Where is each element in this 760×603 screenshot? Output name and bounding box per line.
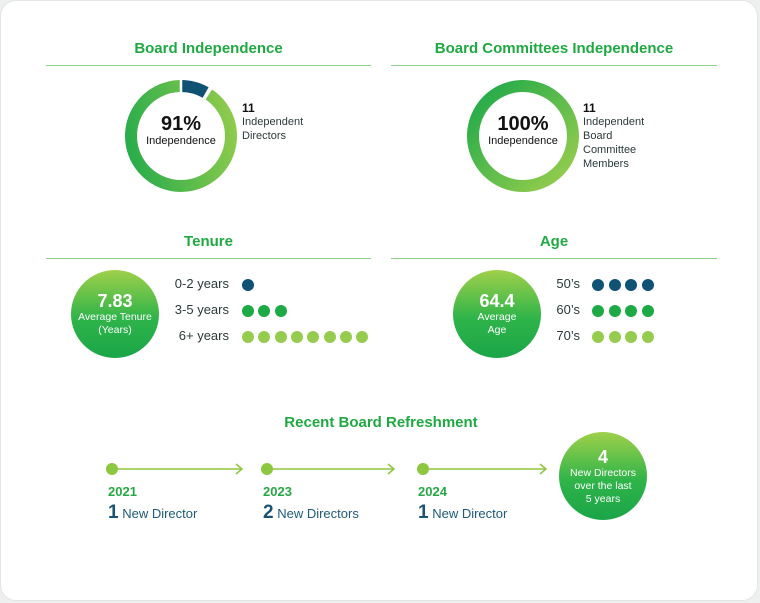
count-dot [274,331,287,343]
committee-members-stat: 11 Independent Board Committee Members [583,101,644,171]
category-label: 0-2 years [174,276,229,291]
count-dot [592,331,604,343]
average-tenure-bubble: 7.83 Average Tenure (Years) [71,270,159,358]
count-dot [274,305,287,317]
new-director-count: 2 [263,502,274,523]
timeline-year: 2021 [108,484,137,499]
count-dot [608,305,621,317]
count-dot [242,331,254,343]
divider [391,65,717,66]
independent-directors-stat: 11 Independent Directors [242,101,303,143]
stat-label-line: Committee [583,144,637,156]
stat-label-line: Directors [242,130,287,142]
committees-independence-center: 100% Independence [463,113,583,148]
total-new-directors-bubble: 4 New Directors over the last 5 years [559,432,647,520]
count-dot [258,305,271,317]
average-age-label-2: Age [487,324,507,336]
timeline-arrows [118,463,548,475]
stat-label-line: Members [583,158,629,170]
count-dot [242,305,254,317]
count-dot [242,279,254,291]
category-label: 3-5 years [174,302,229,317]
stat-label-line: Board [583,130,613,142]
category-label: 6+ years [178,328,229,343]
divider [391,258,717,259]
new-director-label: New Director [432,506,508,521]
summary-label-line: 5 years [585,492,621,505]
independent-directors-count: 11 [242,101,255,115]
board-independence-title: Board Independence [134,40,283,57]
timeline-year: 2023 [263,484,292,499]
count-dot [642,279,655,291]
count-dot [608,279,621,291]
donut-separator [202,87,213,101]
count-dot [642,305,655,317]
timeline-description: 2 New Directors [263,502,359,524]
count-dot [307,331,320,343]
divider [46,65,371,66]
new-director-label: New Director [122,506,198,521]
count-dot [608,331,621,343]
count-dot [625,331,638,343]
category-label: 60’s [556,302,580,317]
count-dot [625,305,638,317]
stat-label-line: Independent [242,116,304,128]
timeline-point [417,463,429,475]
count-dot [258,331,271,343]
category-label: 50’s [556,276,580,291]
age-title: Age [539,233,569,250]
committee-independence-percent: 100% [497,113,549,135]
count-dot [592,279,604,291]
summary-label-line: over the last [574,479,632,492]
average-age-value: 64.4 [479,291,515,311]
committees-independence-donut [467,80,579,192]
timeline-point [106,463,118,475]
committees-independence-title: Board Committees Independence [434,40,674,57]
average-age-label: Average [477,311,517,323]
average-tenure-label: Average Tenure [78,311,152,323]
count-dot [625,279,638,291]
count-dot [642,331,655,343]
independence-percent: 91% [160,113,202,135]
average-tenure-value: 7.83 [97,291,133,311]
board-independence-center: 91% Independence [121,113,241,148]
timeline-point [261,463,273,475]
donut-slice-independent [467,80,579,192]
count-dot [323,331,336,343]
committee-members-count: 11 [583,101,596,115]
summary-label-line: New Directors [570,466,636,479]
new-director-count: 1 [418,502,429,523]
count-dot [592,305,604,317]
average-tenure-unit: (Years) [98,324,132,336]
count-dot [339,331,352,343]
new-director-label: New Directors [277,506,359,521]
tenure-title: Tenure [184,233,233,250]
new-director-count: 1 [108,502,119,523]
category-label: 70’s [556,328,580,343]
timeline-description: 1 New Director [108,502,197,524]
divider [46,258,371,259]
committee-independence-label: Independence [488,135,558,147]
average-age-bubble: 64.4 Average Age [453,270,541,358]
board-independence-donut [125,79,237,192]
stat-label-line: Independent [583,116,645,128]
timeline-description: 1 New Director [418,502,507,524]
count-dot [356,331,369,343]
independence-label: Independence [146,135,216,147]
timeline-year: 2024 [418,484,447,499]
count-dot [290,331,303,343]
total-new-directors-value: 4 [597,446,608,467]
refreshment-title: Recent Board Refreshment [284,414,478,431]
